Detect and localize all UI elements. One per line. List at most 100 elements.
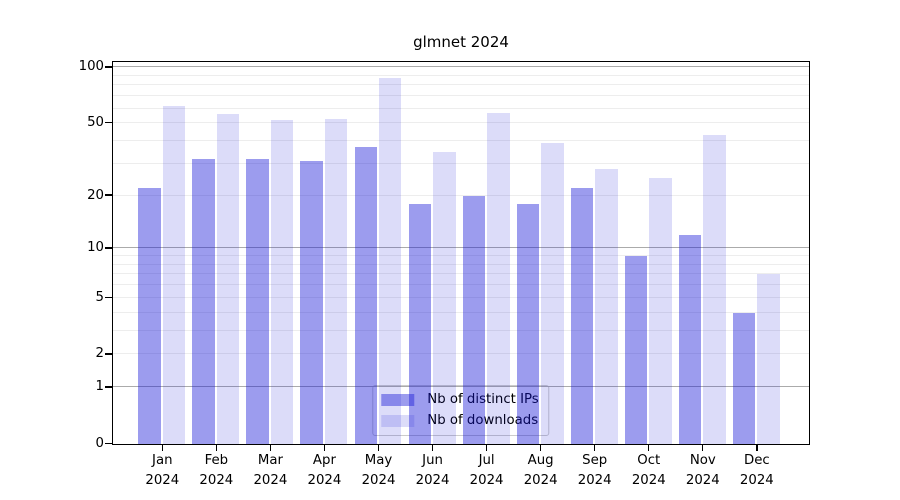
- legend-label-nb-of-distinct-ips: Nb of distinct IPs: [427, 392, 539, 407]
- x-label-month: Aug: [527, 453, 554, 468]
- x-label-year: 2024: [631, 473, 666, 488]
- x-tick-jul: [485, 445, 488, 451]
- bar-nb-of-downloads-mar: [270, 120, 294, 444]
- x-label-month: Sep: [582, 453, 608, 468]
- legend-row-nb-of-downloads: Nb of downloads: [381, 412, 538, 429]
- minor-gridline-30: [113, 162, 809, 164]
- x-label-month: Mar: [257, 453, 283, 468]
- bar-nb-of-downloads-jul: [487, 112, 510, 444]
- y-tick-2: [105, 353, 112, 355]
- minor-gridline-3: [113, 329, 809, 331]
- y-tick-0: [105, 442, 112, 445]
- bar-nb-of-downloads-aug: [541, 143, 564, 444]
- bar-nb-of-downloads-oct: [649, 178, 672, 444]
- x-tick-sep: [594, 445, 596, 451]
- x-tick-label-jul: Jul 2024: [459, 451, 515, 491]
- x-tick-feb: [215, 445, 218, 451]
- y-tick-20: [105, 194, 112, 196]
- x-tick-label-sep: Sep 2024: [567, 451, 623, 491]
- minor-gridline-50: [113, 122, 809, 124]
- bar-nb-of-distinct-ips-jan: [138, 188, 161, 444]
- x-label-month: May: [364, 453, 393, 468]
- x-tick-label-oct: Oct 2024: [621, 451, 677, 491]
- legend-label-nb-of-downloads: Nb of downloads: [427, 413, 539, 428]
- x-label-month: Jan: [152, 453, 173, 468]
- x-label-month: Oct: [637, 453, 661, 468]
- x-label-year: 2024: [145, 473, 180, 488]
- x-tick-label-may: May 2024: [351, 451, 407, 491]
- minor-gridline-8: [113, 263, 809, 265]
- x-tick-jun: [431, 445, 434, 451]
- bar-nb-of-downloads-dec: [757, 274, 780, 444]
- legend-row-nb-of-distinct-ips: Nb of distinct IPs: [381, 391, 539, 408]
- y-tick-100: [105, 66, 112, 68]
- plot-area: Nb of distinct IPs Nb of downloads: [112, 61, 810, 445]
- bar-nb-of-distinct-ips-may: [354, 147, 378, 444]
- minor-gridline-20: [113, 194, 809, 196]
- minor-gridline-70: [113, 95, 809, 97]
- bar-nb-of-distinct-ips-sep: [570, 188, 594, 444]
- x-tick-label-feb: Feb 2024: [188, 451, 244, 491]
- x-label-year: 2024: [577, 473, 612, 488]
- x-tick-aug: [539, 445, 542, 451]
- x-tick-label-nov: Nov 2024: [675, 451, 731, 491]
- x-label-year: 2024: [739, 473, 774, 488]
- minor-gridline-80: [113, 84, 809, 86]
- bar-nb-of-downloads-feb: [216, 114, 240, 444]
- x-tick-oct: [648, 445, 650, 451]
- bar-nb-of-distinct-ips-dec: [732, 312, 756, 444]
- x-label-year: 2024: [469, 473, 504, 488]
- minor-gridline-5: [113, 296, 809, 298]
- x-tick-label-mar: Mar 2024: [242, 451, 298, 491]
- minor-gridline-9: [113, 255, 809, 257]
- y-tick-label-20: 20: [87, 187, 104, 203]
- x-label-month: Feb: [204, 453, 229, 468]
- bar-nb-of-downloads-jun: [432, 151, 456, 444]
- bar-nb-of-downloads-nov: [703, 135, 726, 444]
- minor-gridline-90: [113, 74, 809, 76]
- y-tick-1: [105, 386, 112, 388]
- x-tick-jan: [161, 445, 163, 451]
- x-label-year: 2024: [253, 473, 288, 488]
- bar-nb-of-downloads-sep: [595, 169, 618, 444]
- bar-nb-of-distinct-ips-oct: [624, 256, 648, 444]
- x-tick-label-dec: Dec 2024: [729, 451, 785, 491]
- x-tick-dec: [756, 445, 758, 451]
- minor-gridline-6: [113, 284, 809, 286]
- x-tick-nov: [702, 445, 704, 451]
- x-tick-mar: [269, 445, 272, 451]
- legend-swatch-nb-of-downloads: [381, 414, 415, 427]
- x-label-month: Dec: [743, 453, 770, 468]
- chart-title: glmnet 2024: [413, 33, 509, 51]
- bar-nb-of-distinct-ips-apr: [300, 161, 324, 444]
- x-label-year: 2024: [685, 473, 720, 488]
- x-label-month: Apr: [312, 453, 336, 468]
- bar-nb-of-downloads-jan: [162, 105, 186, 444]
- x-label-year: 2024: [361, 473, 396, 488]
- minor-gridline-7: [113, 273, 809, 275]
- x-tick-label-apr: Apr 2024: [296, 451, 352, 491]
- x-tick-apr: [323, 445, 326, 451]
- y-tick-label-5: 5: [95, 289, 104, 305]
- minor-gridline-4: [113, 311, 809, 313]
- x-label-month: Jul: [478, 453, 495, 468]
- minor-gridline-60: [113, 107, 809, 109]
- x-label-year: 2024: [199, 473, 234, 488]
- y-tick-label-100: 100: [78, 59, 104, 75]
- x-label-year: 2024: [415, 473, 450, 488]
- legend-swatch-nb-of-distinct-ips: [381, 393, 415, 406]
- minor-gridline-40: [113, 139, 809, 141]
- x-label-month: Nov: [689, 453, 716, 468]
- minor-gridline-2: [113, 353, 809, 355]
- x-tick-label-aug: Aug 2024: [513, 451, 569, 491]
- major-gridline-1: [113, 386, 809, 388]
- major-gridline-10: [113, 247, 809, 249]
- y-tick-label-0: 0: [95, 436, 104, 451]
- legend: Nb of distinct IPs Nb of downloads: [372, 385, 550, 436]
- bar-nb-of-distinct-ips-aug: [516, 203, 540, 444]
- y-tick-10: [105, 247, 112, 249]
- y-tick-label-1: 1: [95, 379, 104, 395]
- y-tick-label-2: 2: [95, 346, 104, 362]
- bar-nb-of-distinct-ips-jul: [462, 195, 486, 444]
- bar-nb-of-distinct-ips-nov: [678, 234, 702, 444]
